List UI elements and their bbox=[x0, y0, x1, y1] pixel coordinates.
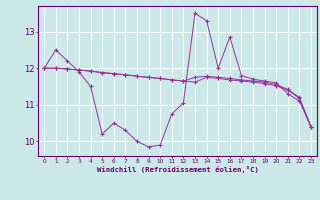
X-axis label: Windchill (Refroidissement éolien,°C): Windchill (Refroidissement éolien,°C) bbox=[97, 166, 259, 173]
